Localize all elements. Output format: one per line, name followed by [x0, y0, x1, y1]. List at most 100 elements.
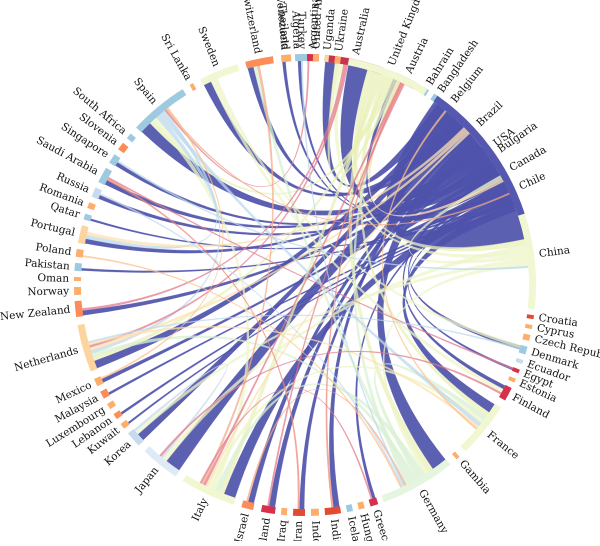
- label-croatia: Croatia: [538, 312, 579, 329]
- chord-india-united-kingdom: [325, 82, 404, 508]
- label-japan: Japan: [132, 464, 161, 496]
- arc-united-arab-emirates: [312, 54, 320, 62]
- chord-chile-spain: [165, 108, 510, 226]
- arc-iceland: [345, 504, 353, 513]
- label-italy: Italy: [190, 496, 211, 523]
- arc-oman: [74, 276, 82, 282]
- arc-china: [514, 202, 536, 310]
- label-sri-lanka: Sri Lanka: [158, 32, 194, 83]
- label-portugal: Portugal: [29, 217, 76, 239]
- chord-poland-germany: [82, 255, 402, 488]
- label-spain: Spain: [131, 76, 160, 107]
- chord-belgium-france: [382, 109, 478, 430]
- chord-china-japan: [162, 244, 527, 462]
- arc-new-zealand: [74, 300, 84, 318]
- label-iraq: Iraq: [275, 519, 289, 541]
- label-brazil: Brazil: [474, 99, 506, 129]
- label-pakistan: Pakistan: [24, 257, 70, 273]
- label-sweden: Sweden: [195, 25, 222, 69]
- label-new-zealand: New Zealand: [0, 304, 71, 323]
- chord-egypt-saudi-arabia: [107, 176, 514, 370]
- label-turkey: Turkey: [295, 12, 307, 50]
- arc-turkey: [296, 53, 307, 62]
- label-india: India: [328, 518, 343, 541]
- arc-kuwait: [120, 419, 130, 429]
- chord-ireland-united-kingdom: [267, 83, 405, 507]
- chord-turkey-germany: [300, 60, 405, 487]
- label-france: France: [485, 429, 522, 462]
- arc-denmark: [518, 344, 528, 355]
- arc-ukraine: [334, 56, 342, 64]
- arc-hungary: [357, 501, 365, 510]
- label-germany: Germany: [416, 487, 450, 535]
- label-thailand: Thailand: [276, 3, 292, 51]
- arc-germany: [381, 459, 451, 503]
- chord-mexico-spain: [100, 107, 224, 380]
- arc-egypt: [511, 367, 520, 374]
- arc-netherlands: [77, 323, 98, 372]
- label-oman: Oman: [37, 272, 69, 285]
- arc-israel: [241, 500, 255, 511]
- arc-romania: [87, 202, 96, 211]
- label-iran: Iran: [292, 521, 305, 541]
- arc-mexico: [94, 376, 104, 387]
- arc-switzerland: [245, 56, 274, 69]
- arc-slovenia: [118, 142, 129, 154]
- arc-thailand: [280, 54, 292, 63]
- label-gambia: Gambia: [457, 458, 493, 497]
- arc-iraq: [280, 507, 288, 516]
- chord-brazil-portugal: [86, 126, 467, 248]
- chord-austria-italy: [203, 82, 403, 486]
- arc-saudi-arabia: [98, 167, 112, 186]
- label-chile: Chile: [517, 170, 547, 192]
- arc-india: [324, 506, 342, 516]
- chord-usa-israel: [248, 133, 475, 504]
- arc-portugal: [77, 225, 89, 245]
- chord-russia-germany: [99, 193, 404, 488]
- arc-croatia: [526, 314, 534, 320]
- label-argentina: Argentina: [307, 0, 321, 50]
- arc-russia: [91, 187, 102, 200]
- label-norway: Norway: [27, 285, 69, 298]
- chord-sweden-finland: [210, 79, 504, 393]
- arc-korea: [128, 429, 144, 446]
- label-israel: Israel: [232, 511, 251, 541]
- arc-sweden: [200, 64, 240, 86]
- country-arcs: [74, 53, 536, 517]
- chord-germany-netherlands: [91, 335, 417, 482]
- arc-qatar: [83, 213, 92, 222]
- arc-gambia: [452, 451, 460, 460]
- arc-italy: [182, 475, 236, 505]
- label-indonesia: Indonesia: [309, 521, 323, 541]
- label-poland: Poland: [35, 241, 73, 258]
- arc-singapore: [109, 154, 121, 167]
- label-algeria: Algeria: [289, 9, 302, 49]
- label-venezuela: Venezuela: [274, 0, 291, 50]
- arc-ireland: [260, 504, 276, 514]
- arc-luxembourg: [107, 400, 117, 410]
- label-ireland: Ireland: [255, 517, 273, 541]
- arc-czech-republic: [522, 333, 531, 341]
- chord-netherlands-france: [88, 325, 480, 429]
- label-canada: Canada: [507, 144, 548, 174]
- arc-pakistan: [74, 262, 82, 272]
- arc-iran: [292, 508, 305, 517]
- arc-greece: [368, 497, 379, 507]
- arc-finland: [499, 384, 512, 401]
- label-australia: Australia: [350, 6, 372, 57]
- chord-germany-france: [374, 363, 487, 480]
- chord-united-kingdom-italy: [219, 73, 384, 494]
- arc-france: [460, 403, 501, 452]
- label-uganda: Uganda: [322, 8, 338, 51]
- chord-greece-italy: [199, 387, 373, 500]
- arc-usa: [433, 95, 525, 216]
- arc-south-africa: [126, 133, 136, 143]
- arc-cyprus: [524, 323, 533, 330]
- chord-links: [81, 60, 529, 510]
- arc-sri-lanka: [189, 83, 197, 91]
- arc-indonesia: [310, 508, 320, 516]
- arc-united-kingdom: [347, 58, 428, 95]
- arc-malaysia: [100, 388, 110, 399]
